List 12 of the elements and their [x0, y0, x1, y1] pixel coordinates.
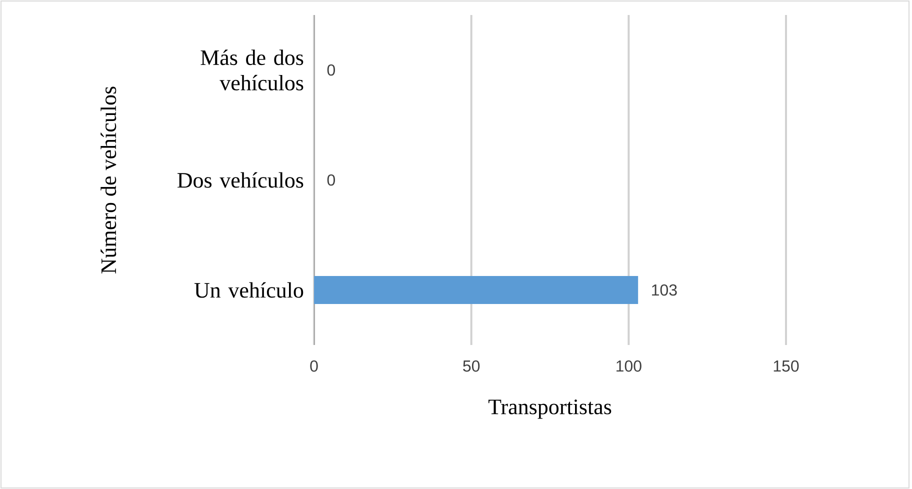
x-tick-label: 100 [616, 360, 642, 372]
x-tick-label: 150 [774, 360, 799, 372]
data-label: 103 [652, 284, 677, 296]
x-tick-label: 0 [310, 360, 318, 372]
y-tick-label: Dos vehículos [177, 172, 304, 188]
y-tick-label: Más de dos vehículos [200, 50, 304, 90]
y-tick-label: Un vehículo [194, 282, 304, 298]
x-tick-label: 50 [463, 360, 480, 372]
data-label: 0 [327, 64, 335, 76]
data-label: 0 [327, 174, 335, 186]
x-axis-title: Transportistas [488, 400, 612, 419]
y-axis-title: Número de vehículos [100, 86, 116, 274]
